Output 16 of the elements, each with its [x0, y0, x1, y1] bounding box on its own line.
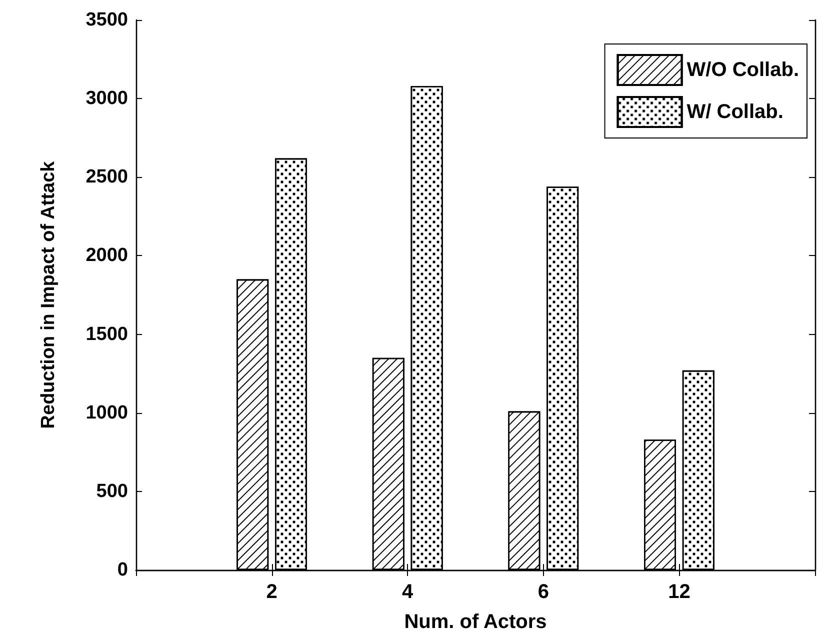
y-tick-label: 2000	[86, 245, 128, 266]
y-tick-label: 1000	[86, 402, 128, 424]
x-axis-title: Num. of Actors	[404, 611, 547, 633]
x-tick-label: 4	[402, 581, 414, 603]
y-tick-label: 3000	[86, 88, 128, 110]
x-tick-label: 12	[668, 581, 690, 603]
y-tick-label: 0	[117, 560, 128, 580]
y-tick-label: 2500	[86, 166, 128, 188]
y-tick-label: 1500	[86, 324, 128, 345]
y-tick-label: 3500	[86, 10, 128, 30]
legend-label: W/O Collab.	[686, 59, 799, 81]
y-axis-title: Reduction in Impact of Attack	[38, 160, 59, 429]
x-tick-label: 6	[538, 581, 549, 603]
legend-label: W/ Collab.	[686, 101, 784, 123]
x-tick-label: 2	[266, 581, 278, 603]
y-tick-label: 500	[96, 480, 128, 502]
